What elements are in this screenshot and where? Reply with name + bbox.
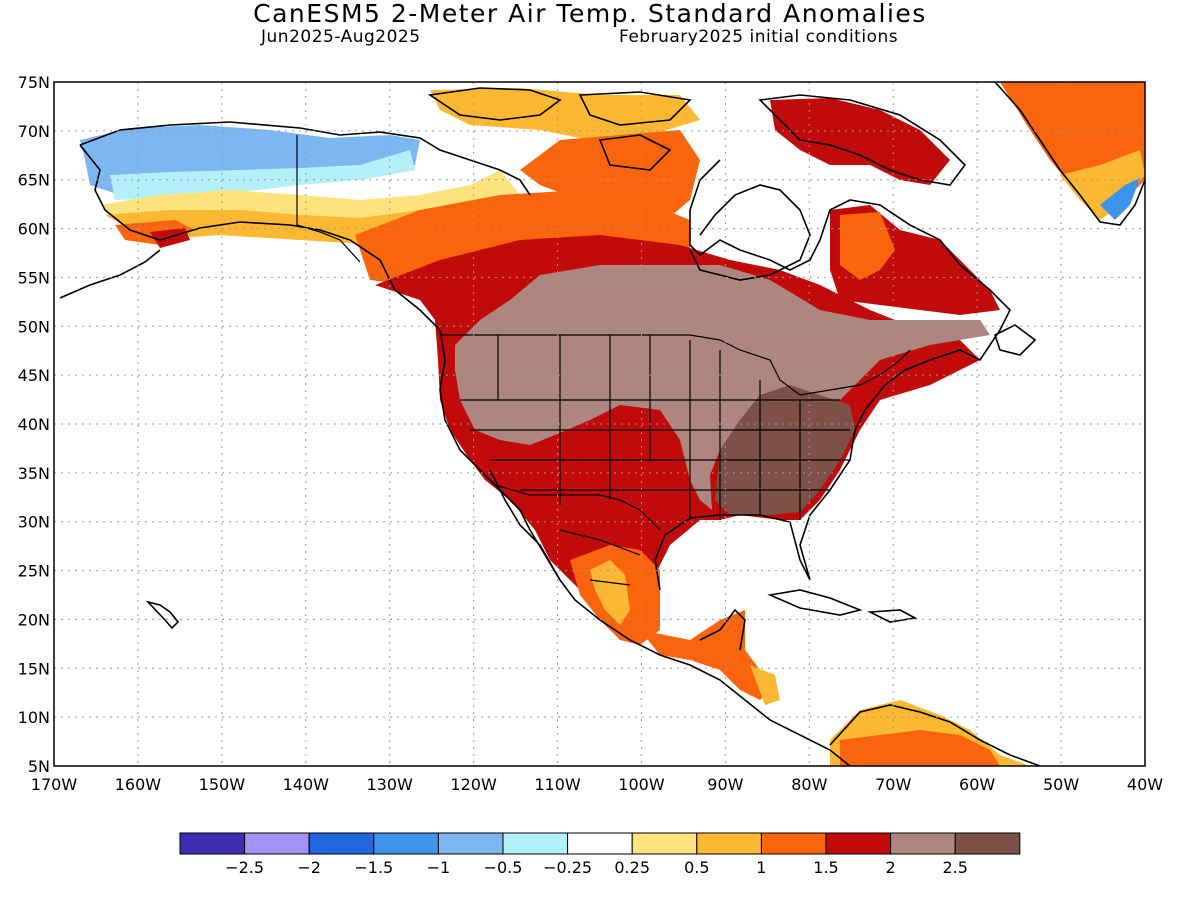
coastline-west-coast xyxy=(439,329,851,766)
coastline-east-coast xyxy=(689,159,1011,581)
longitude-tick-label: 50W xyxy=(1043,775,1079,794)
colorbar-tick-label: 2.5 xyxy=(942,858,967,877)
colorbar-tick-label: −1.5 xyxy=(354,858,393,877)
longitude-tick-label: 130W xyxy=(367,775,414,794)
border-us-mexico xyxy=(494,484,661,531)
colorbar-swatch xyxy=(567,832,633,855)
longitude-tick-label: 100W xyxy=(618,775,665,794)
coastline-greenland xyxy=(994,82,1145,226)
colorbar-tick-label: −0.25 xyxy=(543,858,592,877)
colorbar-swatch xyxy=(890,832,956,855)
map-content xyxy=(54,82,1145,766)
latitude-tick-label: 75N xyxy=(18,73,50,92)
coastline-south-america xyxy=(829,704,1041,766)
border-alaska-canada xyxy=(296,135,361,263)
latitude-tick-label: 25N xyxy=(18,562,50,581)
anomaly-region-greenland-negative xyxy=(1100,178,1140,220)
anomaly-shading xyxy=(80,82,1145,766)
anomaly-region-baffin xyxy=(770,98,950,185)
colorbar-swatch xyxy=(760,832,827,855)
anomaly-region-alaska-light-negative xyxy=(110,150,415,200)
coastline-hispaniola xyxy=(867,609,918,623)
latitude-tick-label: 65N xyxy=(18,171,50,190)
latitude-tick-label: 45N xyxy=(18,366,50,385)
longitude-axis: 170W 160W 150W 140W 130W 120W 110W 100W 90W 80W 70… xyxy=(31,775,1163,794)
colorbar-swatch xyxy=(308,832,375,855)
coastline-newfoundland xyxy=(994,324,1037,356)
latitude-axis: 75N 70N 65N 60N 55N 50N 45N 40N 35N 30N 25N 20N 15N 1… xyxy=(18,73,50,776)
anomaly-region-arctic-orange xyxy=(520,130,700,225)
latitude-tick-label: 55N xyxy=(18,268,50,287)
colorbar-swatch xyxy=(179,832,246,855)
colorbar-tick-label: 2 xyxy=(886,858,896,877)
latitude-tick-label: 60N xyxy=(18,220,50,239)
longitude-tick-label: 40W xyxy=(1127,775,1163,794)
colorbar-swatch xyxy=(631,832,698,855)
anomaly-region-arctic-archipelago xyxy=(430,88,700,140)
longitude-tick-label: 60W xyxy=(959,775,995,794)
forecast-period: Jun2025-Aug2025 xyxy=(261,27,421,47)
border-mexico-states xyxy=(559,529,641,586)
latitude-tick-label: 5N xyxy=(28,757,50,776)
anomaly-region-greenland-light xyxy=(1060,150,1145,220)
latitude-tick-label: 40N xyxy=(18,415,50,434)
colorbar-tick-label: −0.5 xyxy=(484,858,523,877)
colorbar-swatch xyxy=(373,832,439,855)
anomaly-region-central-us-brown xyxy=(455,265,990,510)
political-borders xyxy=(296,135,911,586)
figure-title: CanESM5 2-Meter Air Temp. Standard Anoma… xyxy=(253,0,927,28)
colorbar xyxy=(179,832,1021,855)
colorbar-tick-label: 0.5 xyxy=(684,858,709,877)
colorbar-tick-label: −2.5 xyxy=(225,858,264,877)
colorbar-tick-labels: −2.5 −2 −1.5 −1 −0.5 −0.25 0.25 0.5 1 1.5 2 2.5 xyxy=(225,858,968,877)
initial-conditions: February2025 initial conditions xyxy=(619,27,899,47)
longitude-tick-label: 70W xyxy=(875,775,911,794)
anomaly-region-alaska-peninsula-strong xyxy=(150,228,190,248)
coastline-hudson-bay xyxy=(689,184,811,281)
latitude-tick-label: 20N xyxy=(18,610,50,629)
colorbar-tick-label: −1 xyxy=(427,858,451,877)
border-us-canada xyxy=(440,334,911,396)
longitude-tick-label: 110W xyxy=(534,775,581,794)
latitude-tick-label: 50N xyxy=(18,317,50,336)
graticule xyxy=(54,82,1145,766)
coastlines xyxy=(59,82,1145,766)
coastline-baja xyxy=(489,469,561,581)
anomaly-region-south-america-strong xyxy=(840,730,1000,766)
colorbar-tick-label: −2 xyxy=(297,858,321,877)
colorbar-swatch xyxy=(696,832,762,855)
longitude-tick-label: 140W xyxy=(283,775,330,794)
longitude-tick-label: 80W xyxy=(791,775,827,794)
colorbar-tick-label: 1.5 xyxy=(813,858,838,877)
latitude-tick-label: 30N xyxy=(18,513,50,532)
longitude-tick-label: 120W xyxy=(450,775,497,794)
anomaly-region-central-america-light xyxy=(750,665,780,705)
colorbar-tick-label: 1 xyxy=(756,858,766,877)
anomaly-region-mexico-light xyxy=(590,560,630,625)
coastline-baffin xyxy=(758,94,967,186)
coastline-cuba xyxy=(767,589,863,616)
latitude-tick-label: 10N xyxy=(18,708,50,727)
anomaly-region-central-america xyxy=(640,610,770,700)
latitude-tick-label: 70N xyxy=(18,122,50,141)
coastline-arctic-islands xyxy=(427,87,692,171)
colorbar-tick-label: 0.25 xyxy=(614,858,650,877)
coastline-aleutians xyxy=(59,249,161,299)
latitude-tick-label: 15N xyxy=(18,659,50,678)
colorbar-swatch xyxy=(244,832,310,855)
coastline-hawaii xyxy=(145,600,180,630)
longitude-tick-label: 160W xyxy=(115,775,162,794)
colorbar-swatch xyxy=(825,832,892,855)
border-us-states xyxy=(460,335,850,520)
anomaly-region-southeast-us-darkbrown xyxy=(715,385,855,515)
colorbar-swatch xyxy=(954,832,1021,855)
colorbar-swatch xyxy=(437,832,504,855)
colorbar-swatch xyxy=(502,832,569,855)
map-frame xyxy=(53,81,1146,767)
longitude-tick-label: 90W xyxy=(707,775,743,794)
longitude-tick-label: 150W xyxy=(199,775,246,794)
longitude-tick-label: 170W xyxy=(31,775,78,794)
latitude-tick-label: 35N xyxy=(18,464,50,483)
